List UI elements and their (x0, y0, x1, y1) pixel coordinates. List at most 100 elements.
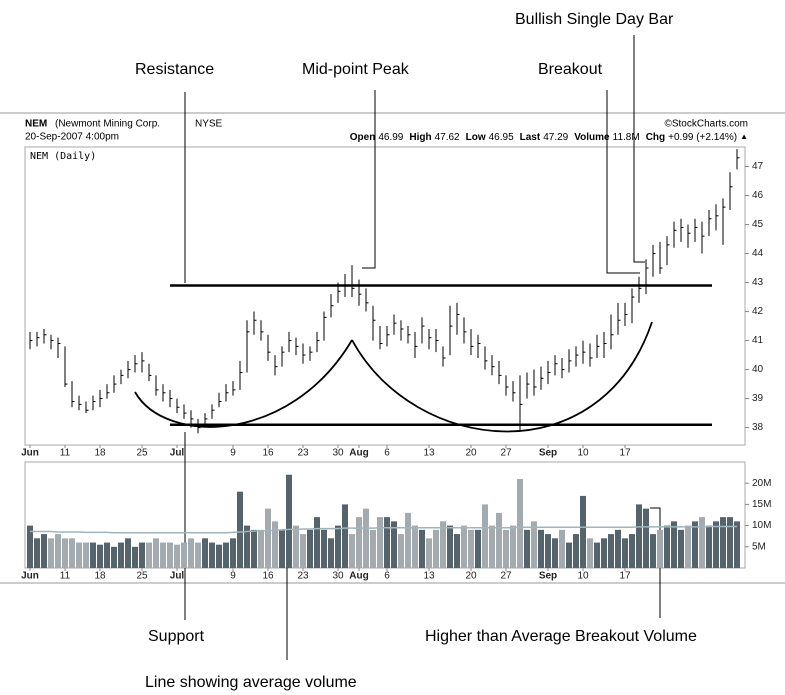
volume-bar (503, 529, 509, 568)
annotations: Bullish Single Day Bar Resistance Mid-po… (135, 11, 697, 691)
x-tick-label: 27 (500, 571, 512, 582)
volume-bar (244, 525, 250, 568)
company: (Newmont Mining Corp. (55, 119, 160, 130)
volume-bar (377, 517, 383, 568)
y-tick-label: 15M (752, 499, 771, 510)
volume-bar (475, 529, 481, 568)
source: ©StockCharts.com (664, 119, 748, 130)
y-tick-label: 39 (752, 393, 764, 404)
volume-bar (734, 521, 740, 568)
x-tick-label: 16 (262, 571, 274, 582)
volume-bar (517, 478, 523, 568)
leader (362, 90, 376, 269)
x-tick-label: 20 (465, 448, 477, 459)
volume-bar (174, 544, 180, 568)
volume-bar (664, 525, 670, 568)
volume-bar (209, 542, 215, 568)
x-tick-label: Aug (349, 571, 368, 582)
annotation: Bullish Single Day Bar (515, 11, 674, 28)
x-tick-label: Jul (170, 448, 185, 459)
volume-bar (356, 517, 362, 568)
volume-bar (363, 508, 369, 568)
quote-label: Volume (574, 132, 610, 143)
exchange: NYSE (195, 119, 223, 130)
volume-bar (454, 534, 460, 568)
volume-bar (545, 534, 551, 568)
volume-bar (230, 538, 236, 568)
volume-bar (69, 538, 75, 568)
volume-bar (321, 529, 327, 568)
volume-bar (202, 538, 208, 568)
y-tick-label: 42 (752, 306, 764, 317)
volume-bar (27, 525, 33, 568)
x-tick-label: 23 (297, 448, 309, 459)
volume-bar (167, 542, 173, 568)
volume-bar (496, 512, 502, 568)
symbol: NEM (25, 119, 47, 130)
x-tick-label: Sep (539, 571, 557, 582)
volume-bar (76, 542, 82, 568)
volume-bar (636, 504, 642, 568)
x-tick-label: 17 (619, 571, 631, 582)
x-tick-label: 25 (136, 571, 148, 582)
volume-bar (552, 538, 558, 568)
volume-bar (685, 525, 691, 568)
volume-bar (195, 542, 201, 568)
volume-bar (650, 534, 656, 568)
volume-bar (279, 529, 285, 568)
volume-bar (713, 521, 719, 568)
quote-label: High (409, 132, 431, 143)
x-tick-label: Jul (170, 571, 185, 582)
volume-bar (97, 544, 103, 568)
x-tick-label: 6 (384, 571, 390, 582)
average-line (30, 525, 737, 534)
leader (606, 90, 640, 274)
volume-bar (538, 529, 544, 568)
price-panel (24, 146, 746, 446)
x-tick-label: 13 (423, 448, 435, 459)
volume-bar (594, 542, 600, 568)
volume-bar (412, 525, 418, 568)
volume-bar (643, 508, 649, 568)
volume-bar (300, 534, 306, 568)
y-tick-label: 44 (752, 248, 764, 259)
quote-label: Chg (646, 132, 665, 143)
x-tick-label: 6 (384, 448, 390, 459)
quote-value: 47.29 (543, 132, 568, 143)
y-tick-label: 40 (752, 364, 764, 375)
volume-bar (727, 517, 733, 568)
x-tick-label: 17 (619, 448, 631, 459)
annotation: Breakout (538, 61, 603, 78)
annotation: Mid-point Peak (302, 61, 410, 78)
leader (633, 35, 645, 263)
arrow: ▲ (740, 132, 748, 141)
quote-value: 46.95 (489, 132, 514, 143)
quote-label: Low (466, 132, 486, 143)
panel-label: NEM (Daily) (30, 151, 96, 162)
volume-bar (573, 534, 579, 568)
volume-bar (671, 521, 677, 568)
quote-label: Open (350, 132, 376, 143)
volume-bar (48, 538, 54, 568)
volume-bar (132, 546, 138, 568)
volume-bar (293, 525, 299, 568)
x-tick-label: 23 (297, 571, 309, 582)
x-tick-label: 27 (500, 448, 512, 459)
volume-bar (447, 525, 453, 568)
quote-label: Last (520, 132, 541, 143)
x-tick-label: 16 (262, 448, 274, 459)
volume-bar (622, 538, 628, 568)
volume-bar (559, 529, 565, 568)
volume-bar (531, 521, 537, 568)
volume-bar (104, 542, 110, 568)
quote-value: 46.99 (378, 132, 403, 143)
volume-bar (188, 538, 194, 568)
x-tick-label: Sep (539, 448, 557, 459)
volume-bar (566, 542, 572, 568)
volume-bar (601, 538, 607, 568)
volume-bar (265, 508, 271, 568)
annotation: Resistance (135, 61, 214, 78)
x-tick-label: Aug (349, 448, 368, 459)
x-tick-label: Jun (21, 448, 39, 459)
